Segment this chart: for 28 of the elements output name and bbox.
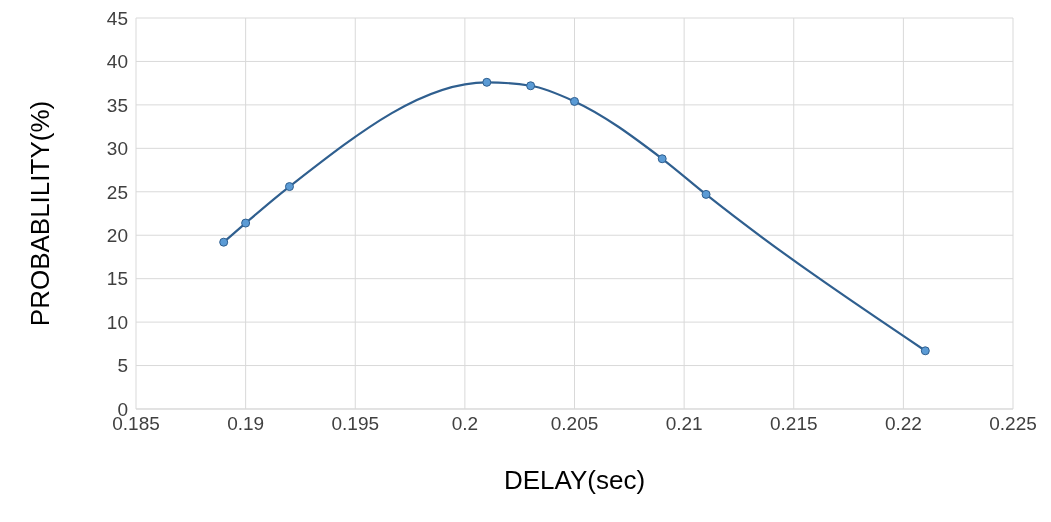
point — [482, 77, 492, 87]
x-tick-label: 0.205 — [550, 413, 599, 435]
x-tick-label: 0.215 — [769, 413, 818, 435]
y-tick-label: 25 — [106, 181, 128, 203]
y-tick-label: 20 — [106, 224, 128, 246]
y-tick-label: 15 — [106, 268, 128, 290]
x-tick-label: 0.21 — [665, 413, 703, 435]
y-tick-label: 5 — [117, 355, 128, 377]
point — [241, 218, 251, 228]
y-tick-label: 30 — [106, 138, 128, 160]
y-tick-label: 10 — [106, 311, 128, 333]
point — [570, 96, 579, 106]
x-tick-label: 0.22 — [884, 413, 922, 435]
point — [657, 154, 667, 164]
y-tick-label: 40 — [106, 51, 128, 73]
point — [219, 237, 229, 247]
point — [920, 346, 930, 356]
x-tick-label: 0.2 — [451, 413, 479, 435]
y-axis-title: PROBABLILITY(%) — [25, 100, 56, 327]
x-tick-label: 0.195 — [331, 413, 380, 435]
point — [284, 182, 294, 192]
x-tick-label: 0.19 — [227, 413, 265, 435]
y-tick-label: 45 — [106, 7, 128, 29]
y-tick-label: 35 — [106, 94, 128, 116]
x-tick-label: 0.225 — [989, 413, 1037, 435]
point — [701, 189, 711, 199]
point — [526, 81, 536, 91]
x-axis-title: DELAY(sec) — [503, 465, 646, 495]
